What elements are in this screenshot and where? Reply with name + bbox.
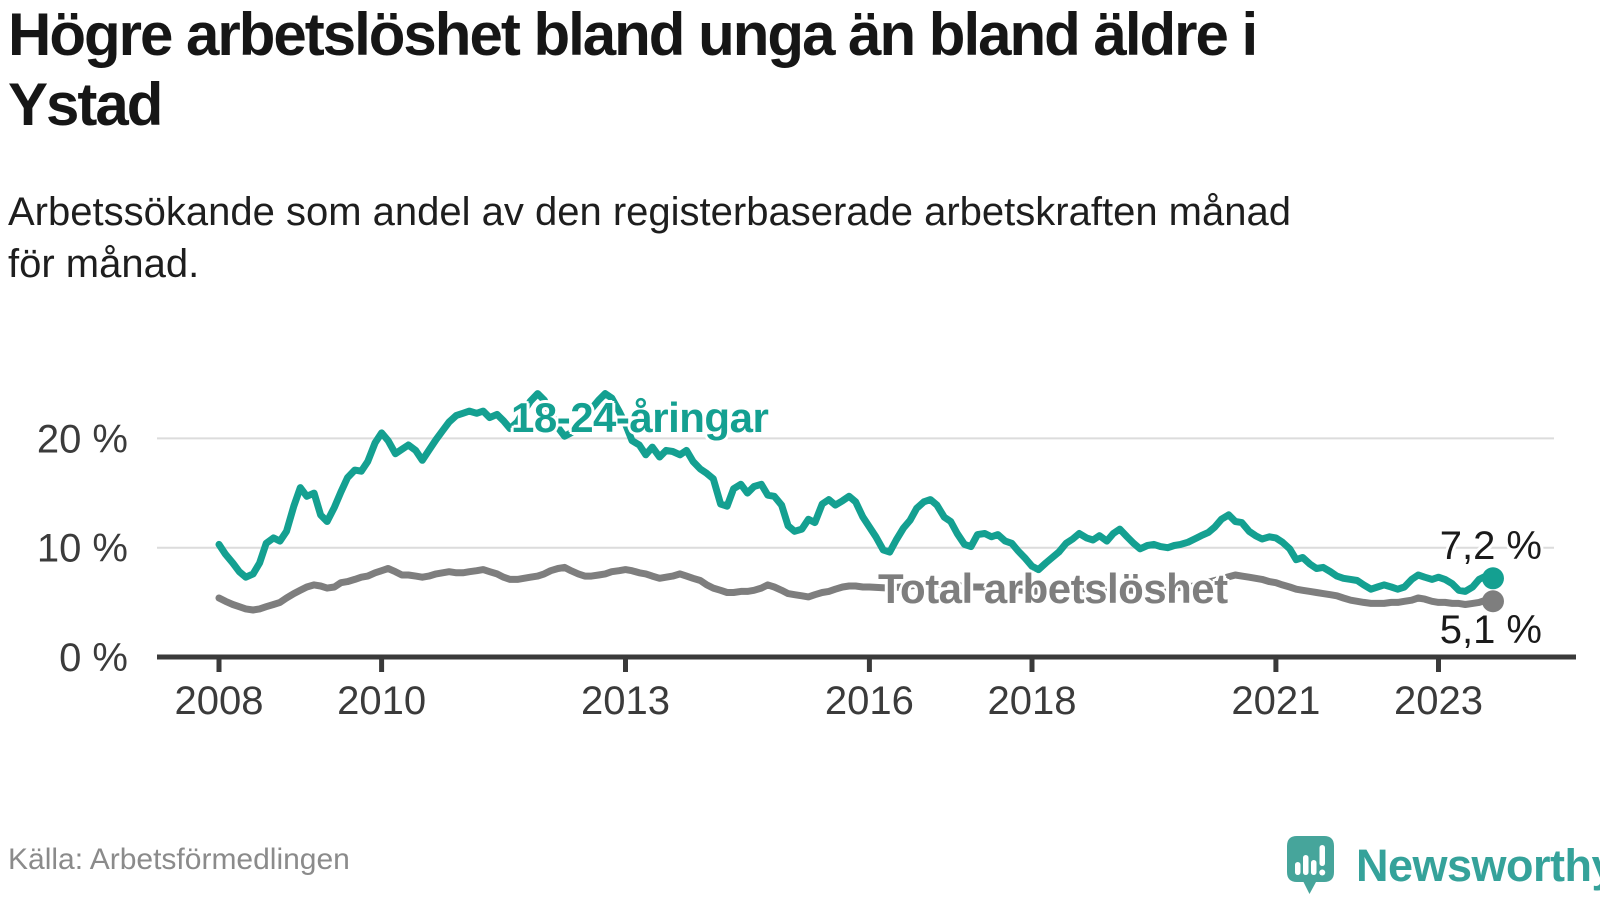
series-label-total: Total arbetslöshet	[878, 565, 1228, 612]
x-axis-tick-label: 2010	[337, 679, 426, 723]
page-subtitle: Arbetssökande som andel av den registerb…	[8, 190, 1291, 286]
series-line-0	[215, 563, 1497, 614]
newsworthy-logo: Newsworthy	[1286, 833, 1600, 897]
x-axis-tick-label: 2013	[581, 679, 670, 723]
page-title: Högre arbetslöshet bland unga än bland ä…	[8, 1, 1258, 139]
speech-bubble-bar-chart-icon	[1287, 835, 1334, 894]
x-axis-tick-label: 2008	[175, 679, 264, 723]
series-label-youth: 18-24-åringar	[511, 394, 769, 441]
newsworthy-wordmark: Newsworthy	[1356, 839, 1600, 891]
x-axis-tick-label: 2016	[825, 679, 914, 723]
value-label-youth: 7,2 %	[1439, 524, 1542, 568]
series-line-1	[215, 390, 1497, 595]
series-end-dot-0	[1481, 590, 1504, 613]
value-label-total: 5,1 %	[1439, 608, 1542, 652]
series-end-dot-1	[1481, 567, 1504, 590]
y-axis-tick-label: 20 %	[37, 417, 128, 461]
x-axis-tick-label: 2018	[988, 679, 1077, 723]
x-axis-tick-label: 2021	[1231, 679, 1320, 723]
source-caption: Källa: Arbetsförmedlingen	[8, 843, 350, 876]
x-axis-tick-label: 2023	[1394, 679, 1483, 723]
y-axis-tick-label: 0 %	[59, 636, 128, 680]
y-axis-tick-label: 10 %	[37, 527, 128, 571]
